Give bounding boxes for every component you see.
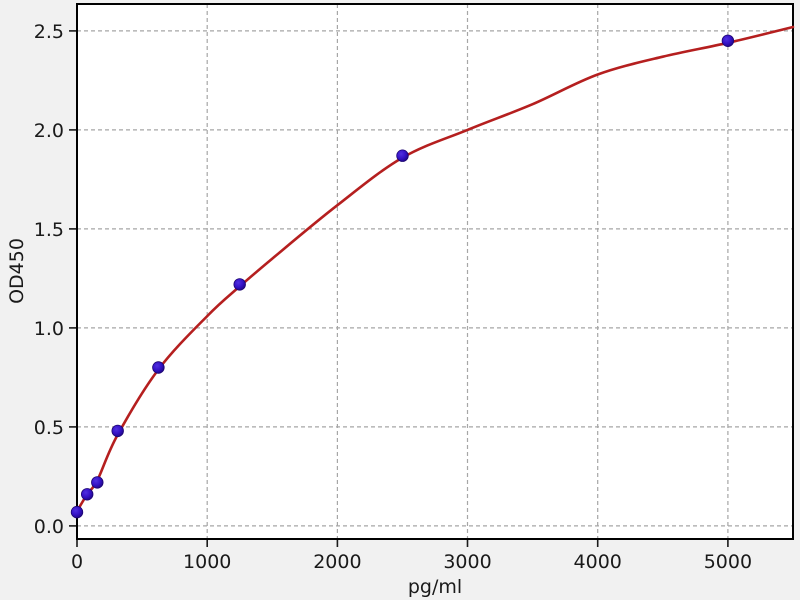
- x-tick-label: 3000: [443, 551, 491, 573]
- x-tick-label: 4000: [574, 551, 622, 573]
- x-tick-label: 0: [71, 551, 83, 573]
- data-point: [70, 505, 84, 519]
- tick-labels: 0 1000 2000 3000 4000 5000 0.0 0.5 1.0 1.5 2.0 2.5: [34, 21, 752, 573]
- data-point: [111, 424, 124, 438]
- y-tick-label: 0.0: [34, 516, 64, 538]
- x-axis-label: pg/ml: [408, 576, 462, 598]
- data-points: [70, 34, 735, 519]
- x-tick-label: 2000: [313, 551, 361, 573]
- data-point: [152, 361, 165, 374]
- y-tick-label: 2.0: [34, 120, 64, 142]
- plot-border: [76, 3, 794, 540]
- data-point: [396, 149, 409, 162]
- y-tick-label: 0.5: [34, 417, 64, 439]
- plot-area: [77, 4, 793, 539]
- y-axis-label: OD450: [6, 238, 28, 304]
- tick-marks: [69, 30, 729, 547]
- y-tick-label: 1.0: [34, 318, 64, 340]
- gridlines: [76, 4, 793, 539]
- data-point: [233, 278, 246, 291]
- data-point: [91, 476, 104, 489]
- y-tick-label: 2.5: [34, 21, 64, 43]
- x-tick-label: 1000: [183, 551, 231, 573]
- data-point: [80, 488, 94, 501]
- x-tick-label: 5000: [704, 551, 752, 573]
- data-point: [721, 34, 735, 48]
- fit-curve-line: [75, 25, 795, 513]
- y-tick-label: 1.5: [34, 219, 64, 241]
